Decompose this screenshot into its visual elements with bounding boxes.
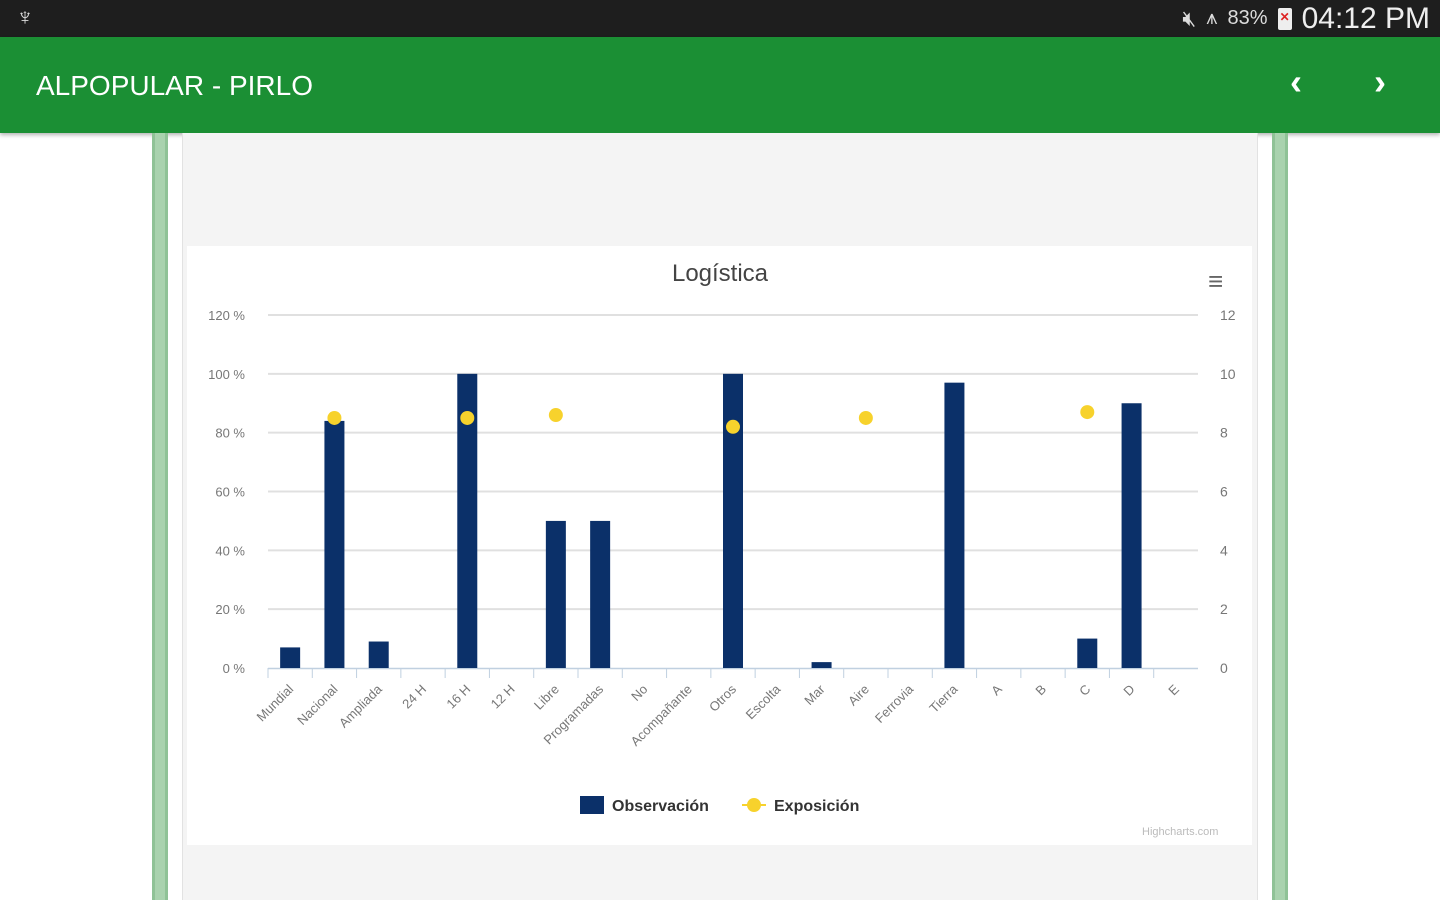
legend-bar-symbol	[580, 796, 604, 814]
bar-Tierra	[944, 382, 965, 668]
x-axis-label: B	[1032, 682, 1049, 699]
x-axis-label: 24 H	[399, 682, 429, 712]
point-Otros	[726, 419, 740, 434]
left-axis-tick: 100 %	[208, 367, 245, 382]
status-bar: ♆ 🔇︎ ⩚ 83% 04:12 PM	[0, 0, 1440, 37]
left-axis-tick: 40 %	[215, 543, 245, 558]
bar-Programadas	[590, 520, 611, 668]
x-axis-label: C	[1076, 682, 1093, 699]
x-axis-label: No	[628, 682, 650, 704]
left-rail	[152, 133, 168, 900]
x-axis-label: D	[1120, 682, 1137, 699]
wifi-icon: ⩚	[1206, 7, 1218, 29]
right-axis-tick: 2	[1220, 601, 1228, 617]
right-rail	[1272, 133, 1288, 900]
usb-icon: ♆	[16, 4, 34, 31]
hamburger-menu-icon[interactable]: ≡	[1208, 266, 1224, 296]
right-axis-tick: 8	[1220, 425, 1228, 441]
battery-level: 83%	[1227, 7, 1268, 29]
battery-icon	[1277, 7, 1292, 30]
point-Nacional	[327, 410, 342, 425]
right-axis-tick: 0	[1220, 660, 1228, 676]
left-axis-tick: 120 %	[208, 308, 245, 323]
right-axis-tick: 12	[1220, 307, 1236, 323]
bar-D	[1121, 403, 1142, 668]
bar-16 H	[457, 373, 478, 668]
right-axis-tick: 4	[1220, 542, 1228, 558]
x-axis-label: Aire	[845, 682, 872, 709]
app-bar: ALPOPULAR - PIRLO ‹ ›	[0, 37, 1440, 133]
left-axis-tick: 20 %	[215, 602, 245, 617]
clock: 04:12 PM	[1301, 1, 1430, 35]
point-Libre	[548, 408, 563, 423]
bar-Nacional	[324, 420, 345, 668]
mute-icon: 🔇︎	[1182, 5, 1197, 31]
chart-container	[187, 246, 1252, 845]
legend-exposicion: Exposición	[774, 798, 859, 815]
legend-observacion: Observación	[612, 798, 709, 815]
left-axis-tick: 0 %	[223, 661, 246, 676]
x-axis-label: E	[1165, 681, 1182, 698]
x-axis-label: Libre	[531, 682, 562, 713]
left-axis-tick: 60 %	[215, 485, 245, 500]
x-axis-label: Otros	[706, 681, 739, 714]
right-axis-tick: 10	[1220, 366, 1236, 382]
x-axis-label: Ferrovia	[872, 681, 917, 726]
right-axis-tick: 6	[1220, 484, 1228, 500]
bar-Mar	[811, 662, 832, 668]
bar-C	[1077, 638, 1098, 668]
x-axis-label: A	[988, 681, 1005, 698]
bar-Libre	[545, 520, 566, 668]
chart-title: Logística	[672, 260, 769, 287]
point-Aire	[858, 410, 873, 425]
chevron-left-icon[interactable]: ‹	[1290, 61, 1302, 102]
point-16 H	[460, 410, 475, 425]
chevron-right-icon[interactable]: ›	[1374, 61, 1386, 102]
bar-Ampliada	[368, 641, 389, 668]
legend-dot-symbol	[747, 798, 761, 812]
x-axis-label: Nacional	[294, 681, 340, 727]
x-axis-label: Tierra	[926, 681, 961, 716]
x-axis-label: Ampliada	[336, 681, 385, 730]
point-C	[1080, 405, 1095, 420]
credits-link[interactable]: Highcharts.com	[1142, 826, 1219, 838]
left-axis-tick: 80 %	[215, 426, 245, 441]
page-title: ALPOPULAR - PIRLO	[36, 70, 313, 101]
bar-Mundial	[280, 647, 301, 668]
x-axis-label: 16 H	[443, 682, 473, 712]
x-axis-label: Escolta	[743, 681, 784, 722]
x-axis-label: Mar	[801, 681, 828, 708]
x-axis-label: 12 H	[488, 682, 518, 712]
bar-Otros	[723, 373, 743, 668]
x-axis-label: Mundial	[253, 681, 296, 724]
